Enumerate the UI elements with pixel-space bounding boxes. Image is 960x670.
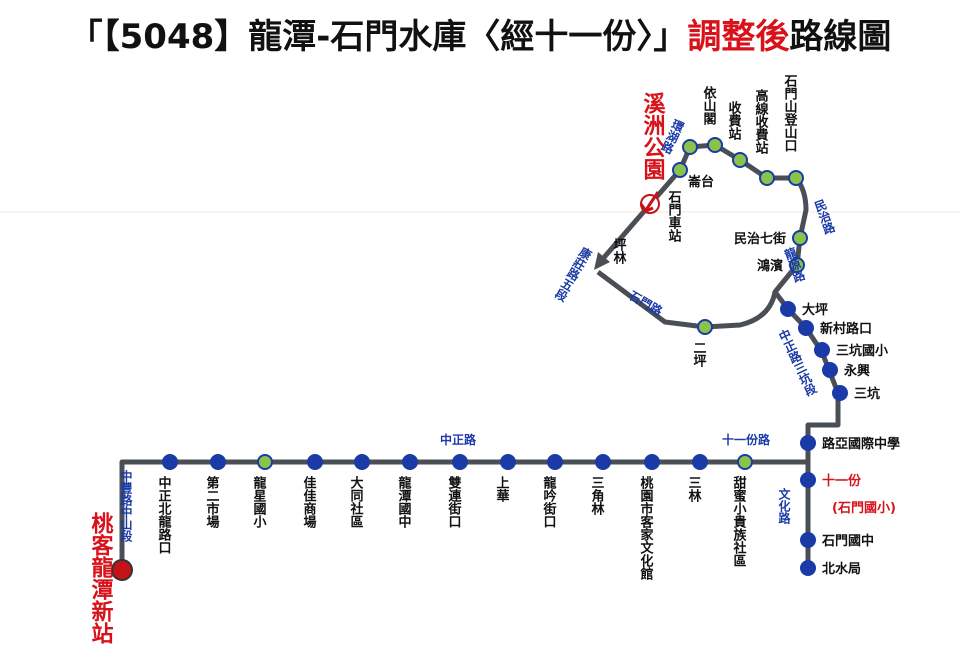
- stop-label: 大坪: [802, 302, 828, 318]
- stop-label: 三坑國小: [836, 343, 888, 359]
- stop-label: 大同社區: [348, 475, 365, 528]
- stop-marker: [789, 257, 805, 273]
- stop-label: 龍潭國中: [396, 475, 412, 529]
- road-label: 中豐路中山段: [119, 469, 133, 543]
- road-label: 康莊路五段: [552, 243, 595, 304]
- stop-label: 收費站: [726, 100, 742, 141]
- stop-label: 中正北龍路口: [156, 475, 172, 554]
- stop-marker: [798, 320, 814, 336]
- stop-label: 石門車站: [666, 190, 683, 243]
- stop-marker: [780, 301, 796, 317]
- title: 「【5048】龍潭-石門水庫〈經十一份〉」調整後路線圖: [69, 17, 892, 57]
- stop-marker: [814, 342, 830, 358]
- arrow-head: [594, 252, 610, 270]
- stop-marker: [210, 454, 226, 470]
- stop-label: 坪林: [611, 238, 627, 265]
- stop-marker: [162, 454, 178, 470]
- stop-marker: [697, 319, 713, 335]
- terminal-end-arrow: [639, 191, 660, 213]
- stop-label: 三坑: [854, 386, 880, 402]
- stop-marker: [672, 162, 688, 178]
- terminal-start-label: 桃客龍潭新站: [88, 512, 114, 645]
- route-main: [119, 142, 841, 570]
- road-label: 十一份路: [722, 432, 771, 447]
- stop-label: 永興: [843, 363, 870, 379]
- stop-label: 上華: [494, 476, 510, 503]
- stop-label: 北水局: [822, 561, 861, 577]
- stop-label: 崙台: [687, 174, 714, 190]
- stop-marker: [644, 454, 660, 470]
- stop-label: 甜蜜小貴族社區: [731, 475, 748, 567]
- stop-marker: [547, 454, 563, 470]
- stop-label: 民治七街: [734, 231, 786, 247]
- stop-marker: [759, 170, 775, 186]
- stop-marker: [800, 435, 816, 451]
- stop-label: 三角林: [589, 476, 605, 516]
- terminal-start: [111, 559, 133, 581]
- stop-marker: [737, 454, 753, 470]
- stop-label: 二坪: [691, 341, 707, 368]
- stop-marker: [257, 454, 273, 470]
- stop-marker: [832, 385, 848, 401]
- stop-marker: [682, 139, 698, 155]
- stop-label: 新村路口: [820, 321, 872, 337]
- stop-marker: [452, 454, 468, 470]
- stop-marker: [732, 152, 748, 168]
- title-highlight: 調整後: [687, 17, 790, 57]
- stop-label: 十一份: [822, 473, 862, 489]
- road-label: 石門路: [626, 287, 666, 319]
- stop-label: 鴻濱: [757, 258, 783, 274]
- stop-marker: [800, 560, 816, 576]
- stop-label: 雙連街口: [446, 475, 463, 528]
- stop-label: 石門國中: [821, 533, 874, 549]
- stop-marker: [402, 454, 418, 470]
- stop-label: 路亞國際中學: [822, 436, 900, 452]
- stop-label: 桃園市客家文化館: [638, 475, 654, 581]
- stop-marker: [692, 454, 708, 470]
- annotation: (石門國小): [832, 501, 896, 516]
- stop-marker: [792, 230, 808, 246]
- stop-marker: [788, 170, 804, 186]
- stop-marker: [800, 472, 816, 488]
- route-return: [596, 269, 778, 330]
- stop-marker: [707, 137, 723, 153]
- road-label: 中正路: [440, 432, 477, 447]
- stop-label: 高線收費站: [753, 88, 769, 155]
- stop-marker: [800, 532, 816, 548]
- title-prefix: 「【5048】龍潭-石門水庫〈經十一份〉」: [69, 17, 688, 57]
- road-label: 文化路: [777, 487, 791, 525]
- terminal-end-label: 溪洲公園: [640, 92, 666, 180]
- stop-label: 第二市場: [204, 475, 220, 529]
- stop-label: 龍星國小: [251, 475, 267, 529]
- road-label: 民治路: [811, 197, 837, 237]
- stop-label: 佳佳商場: [301, 475, 317, 529]
- stop-marker: [500, 454, 516, 470]
- stop-marker: [595, 454, 611, 470]
- stop-label: 龍吟街口: [541, 475, 558, 528]
- stop-label: 石門山登山口: [782, 74, 799, 152]
- stop-marker: [822, 362, 838, 378]
- stop-marker: [307, 454, 323, 470]
- title-suffix: 路線圖: [789, 17, 891, 57]
- stop-label: 依山閣: [701, 85, 717, 126]
- stop-marker: [354, 454, 370, 470]
- stop-label: 三林: [686, 476, 702, 503]
